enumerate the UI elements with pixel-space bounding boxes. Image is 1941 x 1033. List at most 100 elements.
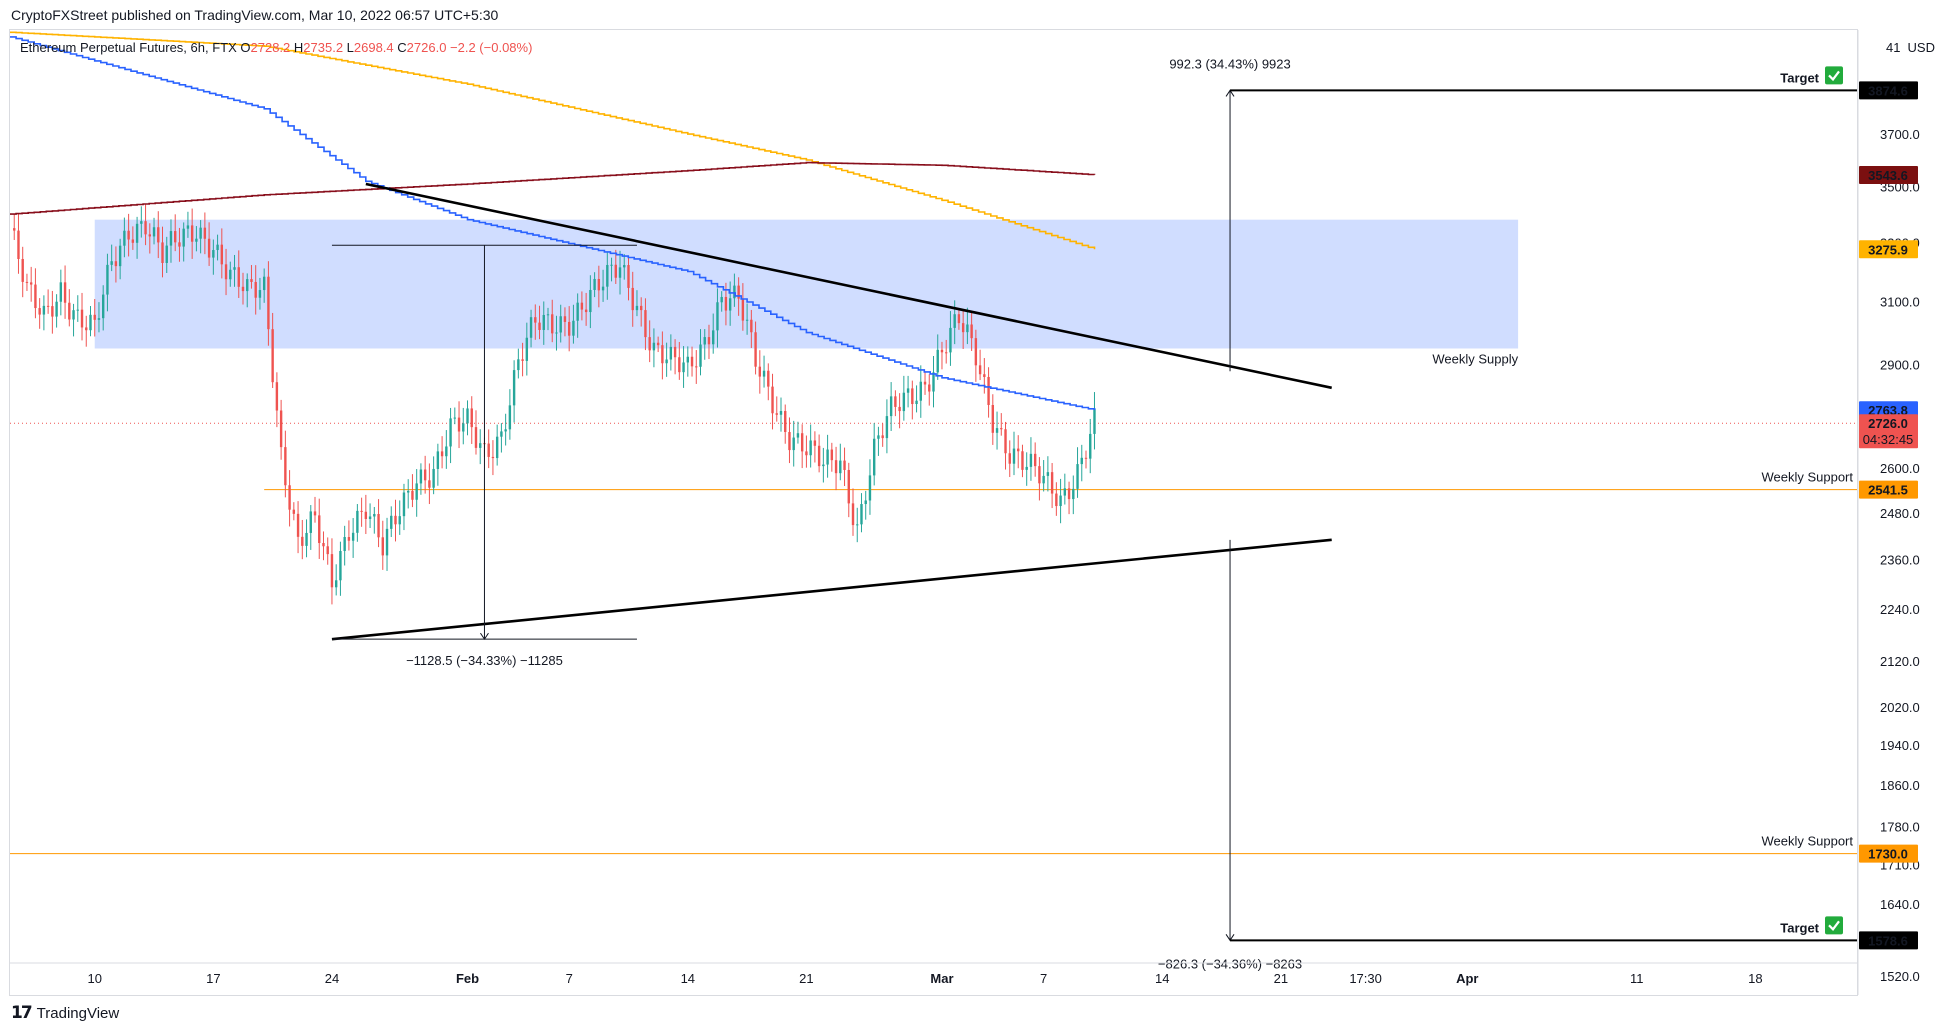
candle[interactable] bbox=[262, 268, 266, 303]
candle[interactable] bbox=[479, 429, 482, 465]
candle[interactable] bbox=[584, 292, 588, 326]
candle[interactable] bbox=[1033, 442, 1037, 477]
candle[interactable] bbox=[686, 346, 689, 377]
candle[interactable] bbox=[906, 375, 910, 408]
candle[interactable] bbox=[601, 269, 605, 302]
candle[interactable] bbox=[712, 313, 715, 354]
candle[interactable] bbox=[428, 463, 431, 505]
candle[interactable] bbox=[762, 355, 766, 388]
candle[interactable] bbox=[195, 226, 198, 252]
candle[interactable] bbox=[1012, 431, 1016, 476]
candle[interactable] bbox=[597, 265, 601, 308]
candle[interactable] bbox=[500, 423, 503, 453]
candle[interactable] bbox=[978, 349, 982, 381]
candle[interactable] bbox=[796, 421, 800, 444]
candle[interactable] bbox=[347, 520, 351, 551]
candle[interactable] bbox=[296, 501, 300, 554]
candle[interactable] bbox=[436, 443, 440, 486]
trendline-lower[interactable] bbox=[331, 538, 1332, 641]
candle[interactable] bbox=[1042, 460, 1045, 492]
candle[interactable] bbox=[373, 506, 376, 534]
candle[interactable] bbox=[93, 299, 96, 337]
candle[interactable] bbox=[669, 334, 673, 371]
candle[interactable] bbox=[118, 238, 122, 280]
candle[interactable] bbox=[25, 273, 29, 291]
candle[interactable] bbox=[233, 254, 236, 287]
candle[interactable] bbox=[161, 226, 164, 278]
candle[interactable] bbox=[97, 302, 101, 333]
candle[interactable] bbox=[216, 234, 219, 261]
candle[interactable] bbox=[940, 341, 944, 370]
candle[interactable] bbox=[534, 304, 537, 340]
candle[interactable] bbox=[504, 413, 507, 446]
candle[interactable] bbox=[407, 479, 410, 509]
candle[interactable] bbox=[1055, 482, 1058, 516]
candle[interactable] bbox=[623, 254, 626, 280]
candle[interactable] bbox=[932, 356, 935, 408]
candle[interactable] bbox=[970, 312, 973, 351]
candle[interactable] bbox=[224, 248, 228, 296]
candle[interactable] bbox=[38, 298, 41, 329]
candle[interactable] bbox=[13, 214, 16, 241]
candle[interactable] bbox=[517, 348, 520, 379]
candle[interactable] bbox=[127, 213, 130, 257]
candle[interactable] bbox=[919, 365, 922, 418]
candle[interactable] bbox=[207, 222, 211, 266]
candle[interactable] bbox=[847, 462, 850, 518]
candle[interactable] bbox=[733, 273, 736, 307]
candle[interactable] bbox=[805, 435, 808, 468]
candle[interactable] bbox=[856, 507, 859, 543]
candle[interactable] bbox=[792, 420, 795, 467]
candle[interactable] bbox=[864, 490, 867, 520]
candle[interactable] bbox=[68, 289, 71, 327]
candle[interactable] bbox=[1000, 413, 1003, 436]
candle[interactable] bbox=[275, 372, 279, 428]
candle[interactable] bbox=[512, 360, 516, 423]
candle[interactable] bbox=[720, 291, 723, 312]
candle[interactable] bbox=[521, 342, 524, 377]
candle[interactable] bbox=[627, 255, 630, 301]
candle[interactable] bbox=[144, 204, 147, 246]
candle[interactable] bbox=[360, 497, 363, 527]
candle[interactable] bbox=[695, 350, 698, 384]
candle[interactable] bbox=[123, 217, 126, 258]
candle[interactable] bbox=[135, 216, 139, 259]
candle[interactable] bbox=[309, 505, 312, 550]
candle[interactable] bbox=[881, 423, 884, 447]
candle[interactable] bbox=[834, 446, 838, 491]
candle[interactable] bbox=[546, 307, 550, 331]
candle[interactable] bbox=[462, 407, 465, 445]
candle[interactable] bbox=[614, 249, 617, 284]
candle[interactable] bbox=[902, 375, 906, 421]
moving-average-yellow[interactable] bbox=[10, 31, 1096, 250]
candle[interactable] bbox=[390, 506, 393, 538]
candle[interactable] bbox=[648, 320, 651, 363]
candle[interactable] bbox=[1076, 447, 1079, 498]
candle[interactable] bbox=[415, 469, 418, 517]
candle[interactable] bbox=[51, 290, 54, 334]
candle[interactable] bbox=[203, 212, 207, 255]
candle[interactable] bbox=[21, 246, 24, 298]
candle[interactable] bbox=[1046, 456, 1050, 492]
candle[interactable] bbox=[1093, 392, 1096, 450]
candle[interactable] bbox=[178, 227, 181, 262]
candle[interactable] bbox=[474, 410, 478, 455]
candle[interactable] bbox=[508, 389, 512, 440]
candle[interactable] bbox=[199, 220, 202, 254]
candle[interactable] bbox=[152, 217, 156, 245]
candle[interactable] bbox=[432, 456, 435, 495]
candle[interactable] bbox=[830, 442, 834, 472]
candle[interactable] bbox=[398, 500, 401, 535]
candle[interactable] bbox=[576, 293, 579, 338]
candle[interactable] bbox=[34, 268, 37, 319]
candle[interactable] bbox=[419, 463, 423, 495]
candle[interactable] bbox=[131, 226, 135, 250]
candle[interactable] bbox=[491, 440, 495, 476]
candle[interactable] bbox=[957, 308, 961, 330]
candle[interactable] bbox=[800, 424, 804, 469]
candle[interactable] bbox=[453, 407, 457, 425]
candle[interactable] bbox=[529, 309, 533, 348]
candle[interactable] bbox=[301, 519, 304, 560]
candle[interactable] bbox=[699, 329, 702, 376]
